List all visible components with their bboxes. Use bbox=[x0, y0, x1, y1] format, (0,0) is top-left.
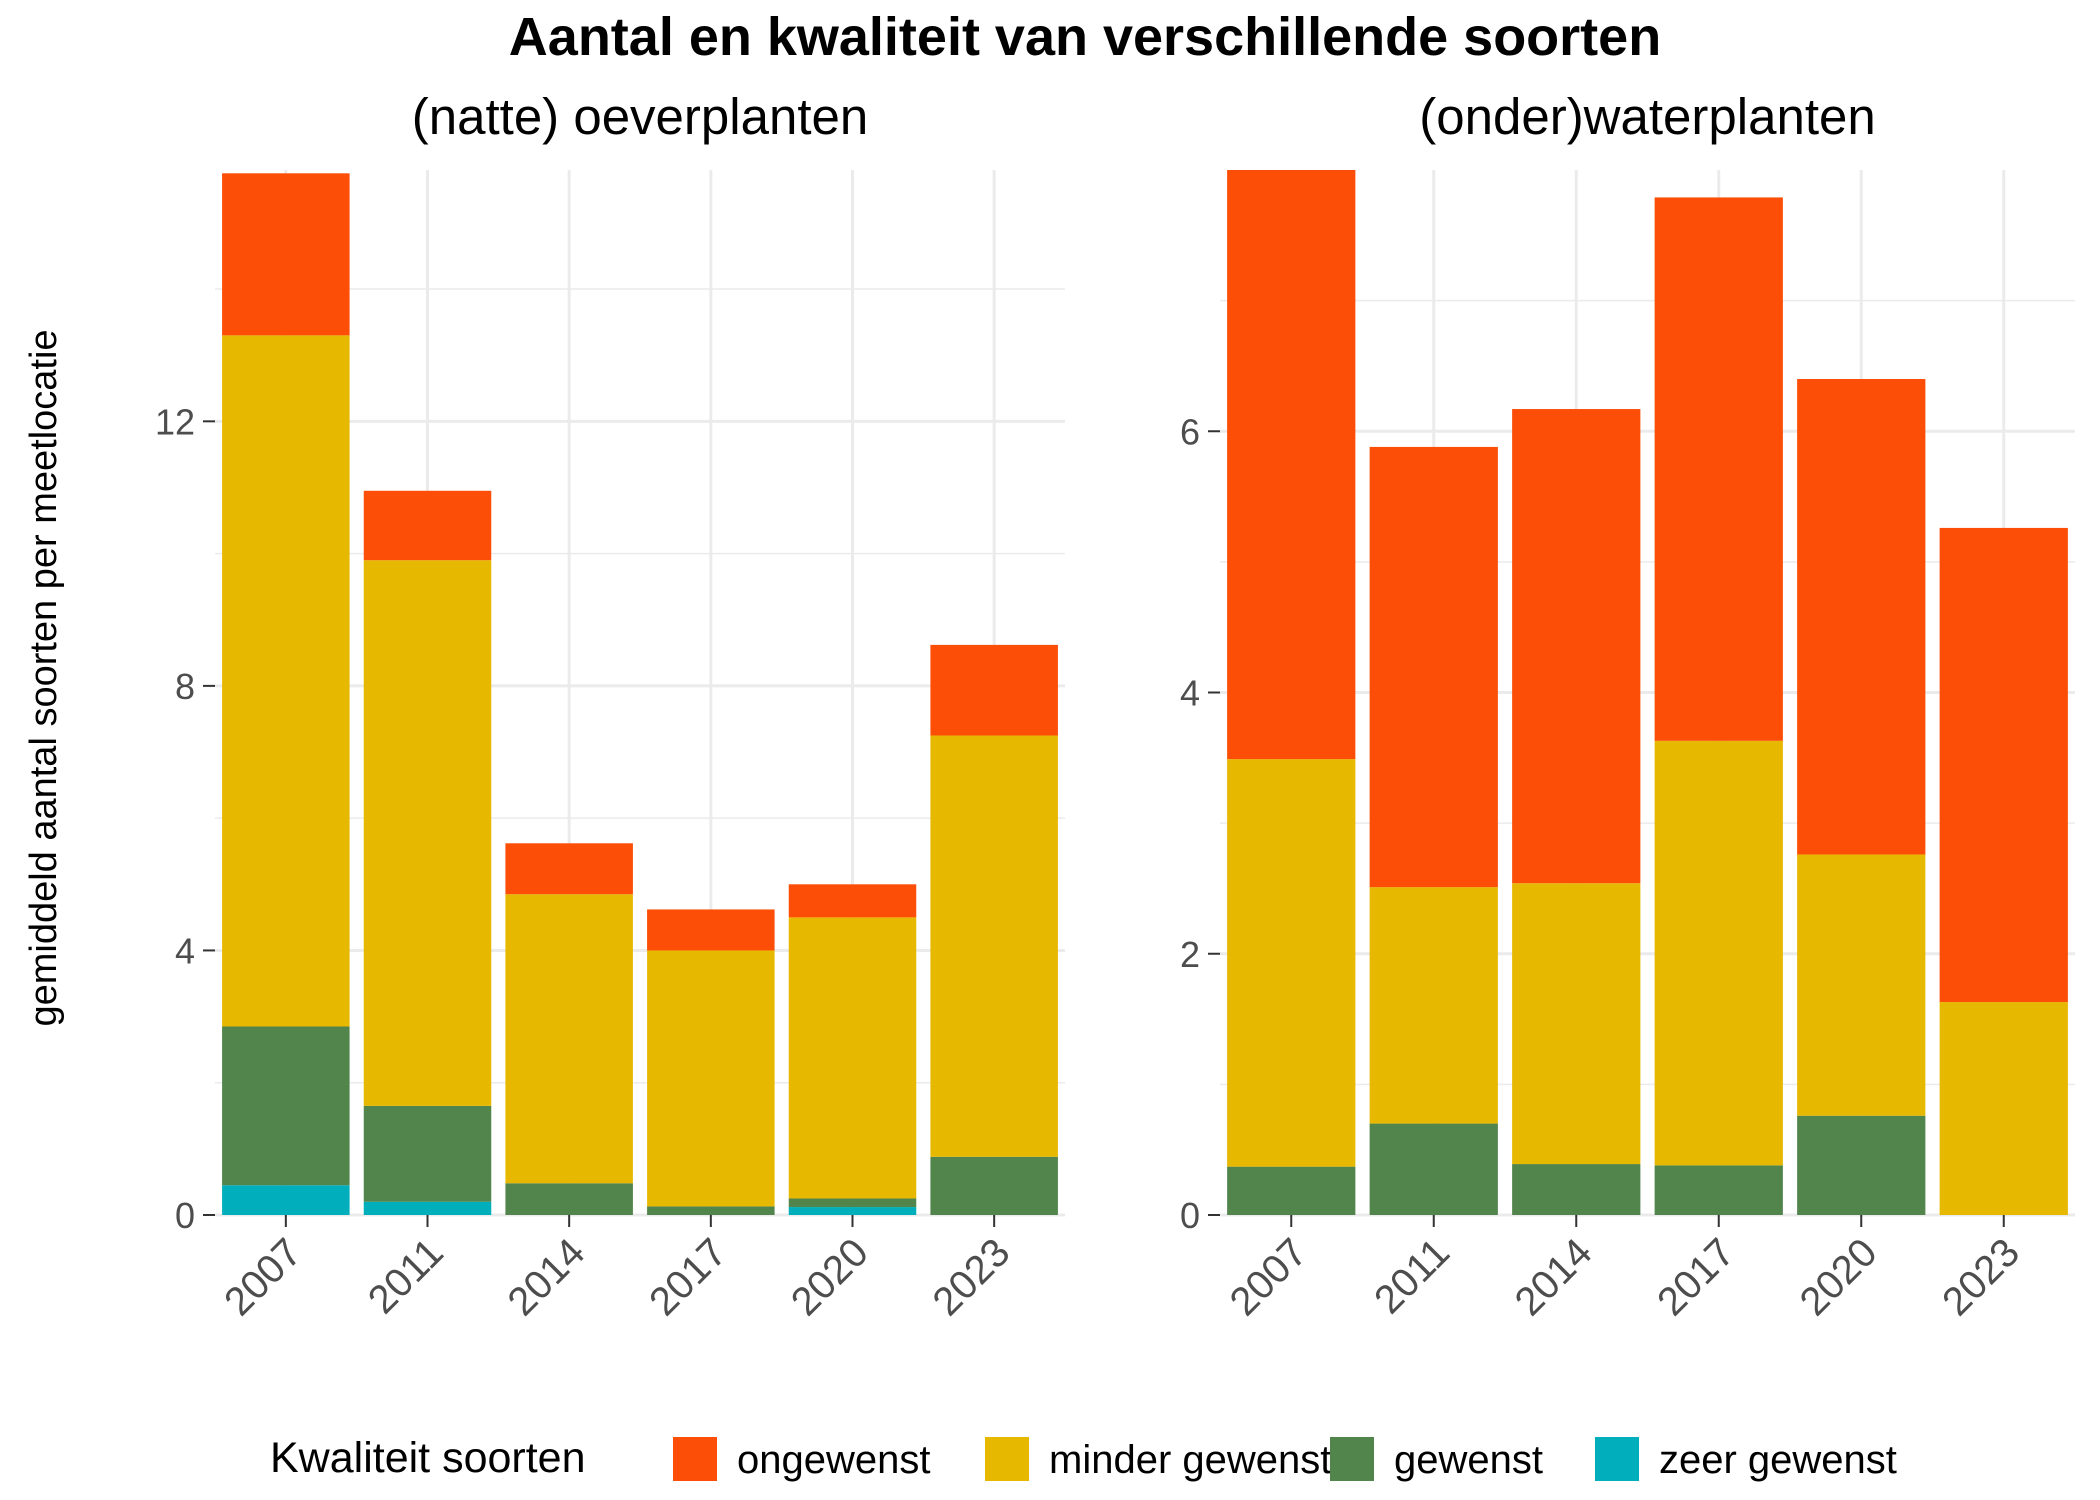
legend-item: zeer gewenst bbox=[1595, 1437, 1897, 1482]
bar-segment bbox=[505, 843, 633, 895]
legend-swatch bbox=[985, 1437, 1029, 1481]
bar-segment bbox=[930, 735, 1058, 1157]
x-tick-label: 2017 bbox=[1649, 1230, 1743, 1324]
bar-segment bbox=[363, 490, 492, 561]
bar-segment bbox=[788, 884, 917, 918]
panel-2: (onder)waterplanten 0 2 4 6 2007 2011 2014 2017 2… bbox=[1180, 88, 2075, 1324]
bar-segment bbox=[788, 1198, 917, 1208]
x-tick-label: 2014 bbox=[1507, 1230, 1601, 1324]
legend-item: gewenst bbox=[1330, 1437, 1543, 1482]
bar-segment bbox=[930, 644, 1058, 736]
bar-segment bbox=[505, 894, 633, 1184]
bar-segment bbox=[1369, 887, 1498, 1124]
y-tick-label: 8 bbox=[175, 666, 195, 707]
y-tick-label: 4 bbox=[175, 930, 195, 971]
bar-segment bbox=[363, 560, 492, 1106]
bar-segment bbox=[363, 1201, 492, 1215]
x-tick-label: 2014 bbox=[499, 1230, 593, 1324]
bar-segment bbox=[1227, 1166, 1356, 1215]
legend-label: zeer gewenst bbox=[1659, 1438, 1897, 1482]
bar-segment bbox=[1797, 1115, 1926, 1215]
bar-segment bbox=[1939, 527, 2068, 1003]
legend-swatch bbox=[1330, 1437, 1374, 1481]
legend-item: minder gewenst bbox=[985, 1437, 1331, 1482]
bar-segment bbox=[222, 335, 350, 1027]
legend-swatch bbox=[673, 1437, 717, 1481]
panel-title: (natte) oeverplanten bbox=[412, 88, 868, 145]
legend-swatch bbox=[1595, 1437, 1639, 1481]
bar-segment bbox=[1654, 740, 1783, 1166]
legend-label: gewenst bbox=[1394, 1438, 1543, 1482]
x-tick-label: 2011 bbox=[1366, 1230, 1458, 1322]
bar-segment bbox=[1512, 409, 1641, 884]
y-tick-label: 0 bbox=[175, 1195, 195, 1236]
bar-segment bbox=[1654, 1165, 1783, 1215]
x-tick-label: 2007 bbox=[1222, 1230, 1316, 1324]
x-tick-label: 2007 bbox=[216, 1230, 310, 1324]
panel-1: (natte) oeverplanten 0 4 8 12 2007 2011 2014 201… bbox=[155, 88, 1065, 1324]
bar-segment bbox=[1654, 197, 1783, 741]
y-tick-label: 12 bbox=[155, 401, 195, 442]
x-tick-label: 2020 bbox=[1792, 1230, 1886, 1324]
bar-segment bbox=[1369, 1123, 1498, 1215]
bar-segment bbox=[647, 1206, 775, 1215]
bar-segment bbox=[1227, 170, 1356, 760]
bar-segment bbox=[1797, 379, 1926, 855]
panel-title: (onder)waterplanten bbox=[1419, 88, 1875, 145]
bar-segment bbox=[647, 950, 775, 1207]
y-tick-label: 4 bbox=[1180, 673, 1200, 714]
bar-segment bbox=[1227, 759, 1356, 1167]
y-tick-label: 0 bbox=[1180, 1195, 1200, 1236]
x-tick-label: 2023 bbox=[1934, 1230, 2028, 1324]
bar-segment bbox=[222, 1026, 350, 1186]
bar-segment bbox=[505, 1183, 633, 1215]
x-tick-label: 2017 bbox=[641, 1230, 735, 1324]
bar-segment bbox=[647, 909, 775, 951]
bar-segment bbox=[222, 173, 350, 336]
bar-segment bbox=[788, 917, 917, 1199]
legend-title: Kwaliteit soorten bbox=[270, 1434, 586, 1482]
bar-segment bbox=[1939, 1002, 2068, 1215]
y-axis-title: gemiddeld aantal soorten per meetlocatie bbox=[23, 329, 65, 1026]
x-tick-label: 2011 bbox=[360, 1230, 452, 1322]
bar-segment bbox=[1369, 446, 1498, 888]
x-tick-label: 2023 bbox=[924, 1230, 1018, 1324]
bar-segment bbox=[788, 1207, 917, 1215]
y-tick-label: 2 bbox=[1180, 934, 1200, 975]
y-tick-label: 6 bbox=[1180, 411, 1200, 452]
bar-segment bbox=[1797, 854, 1926, 1116]
bar-segment bbox=[1512, 1164, 1641, 1215]
bar-segment bbox=[930, 1156, 1058, 1215]
chart-panels: (natte) oeverplanten 0 4 8 12 2007 2011 2014 201… bbox=[155, 88, 2075, 1324]
chart-title: Aantal en kwaliteit van verschillende so… bbox=[509, 7, 1661, 67]
legend-item: ongewenst bbox=[673, 1437, 930, 1482]
bar-segment bbox=[363, 1105, 492, 1202]
legend-label: minder gewenst bbox=[1049, 1438, 1331, 1482]
legend-label: ongewenst bbox=[737, 1438, 930, 1482]
bar-segment bbox=[222, 1185, 350, 1215]
legend: Kwaliteit soorten ongewenst minder gewens… bbox=[270, 1434, 1897, 1482]
x-tick-label: 2020 bbox=[783, 1230, 877, 1324]
bar-segment bbox=[1512, 883, 1641, 1165]
